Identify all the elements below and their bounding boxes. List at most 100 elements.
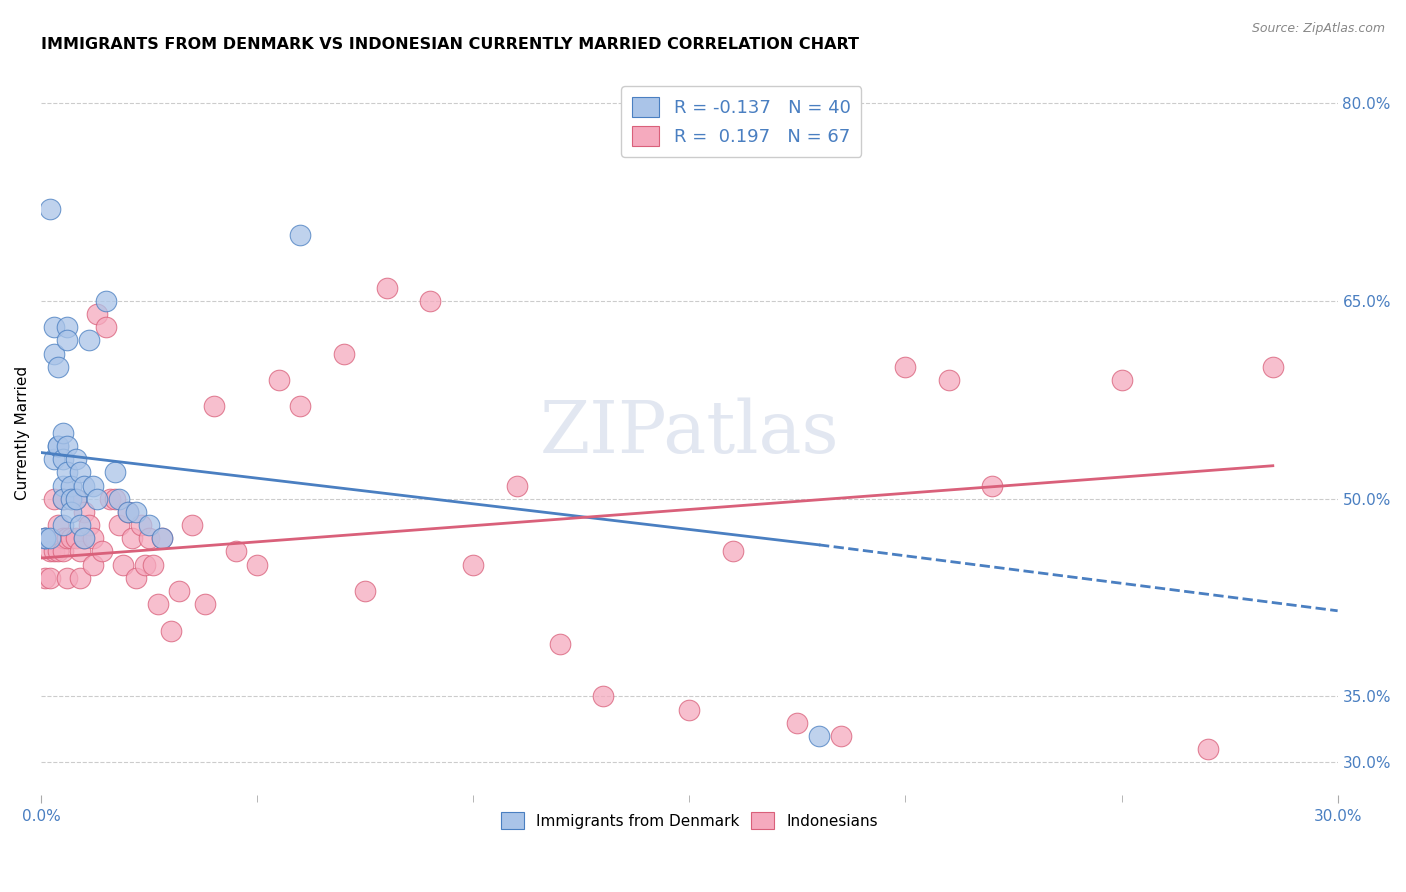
Point — [94, 320, 117, 334]
Point — [159, 624, 181, 638]
Point — [56, 334, 79, 348]
Point — [129, 518, 152, 533]
Point — [94, 293, 117, 308]
Point — [138, 531, 160, 545]
Point — [65, 491, 87, 506]
Point — [56, 571, 79, 585]
Point — [56, 466, 79, 480]
Point — [125, 571, 148, 585]
Y-axis label: Currently Married: Currently Married — [15, 366, 30, 500]
Point — [267, 373, 290, 387]
Point — [48, 518, 70, 533]
Point — [117, 505, 139, 519]
Point — [125, 505, 148, 519]
Point — [60, 478, 83, 492]
Point — [146, 597, 169, 611]
Point — [548, 637, 571, 651]
Point — [56, 531, 79, 545]
Point — [108, 491, 131, 506]
Point — [60, 531, 83, 545]
Point — [65, 491, 87, 506]
Point — [69, 518, 91, 533]
Point — [375, 281, 398, 295]
Point — [77, 518, 100, 533]
Text: ZIPatlas: ZIPatlas — [540, 398, 839, 468]
Point — [1261, 359, 1284, 374]
Point — [142, 558, 165, 572]
Point — [77, 334, 100, 348]
Point — [69, 466, 91, 480]
Point — [290, 400, 312, 414]
Point — [38, 202, 60, 216]
Point — [290, 227, 312, 242]
Point — [60, 491, 83, 506]
Point — [34, 531, 56, 545]
Point — [56, 439, 79, 453]
Point — [721, 544, 744, 558]
Point — [69, 571, 91, 585]
Point — [52, 425, 75, 440]
Point — [419, 293, 441, 308]
Point — [108, 518, 131, 533]
Point — [38, 531, 60, 545]
Point — [463, 558, 485, 572]
Point — [938, 373, 960, 387]
Point — [52, 478, 75, 492]
Point — [202, 400, 225, 414]
Point — [1197, 742, 1219, 756]
Point — [894, 359, 917, 374]
Point — [65, 531, 87, 545]
Point — [65, 452, 87, 467]
Point — [225, 544, 247, 558]
Legend: Immigrants from Denmark, Indonesians: Immigrants from Denmark, Indonesians — [495, 806, 884, 835]
Point — [98, 491, 121, 506]
Point — [117, 505, 139, 519]
Text: IMMIGRANTS FROM DENMARK VS INDONESIAN CURRENTLY MARRIED CORRELATION CHART: IMMIGRANTS FROM DENMARK VS INDONESIAN CU… — [41, 37, 859, 53]
Point — [34, 571, 56, 585]
Point — [181, 518, 204, 533]
Point — [34, 531, 56, 545]
Point — [73, 478, 96, 492]
Point — [82, 531, 104, 545]
Point — [48, 359, 70, 374]
Text: Source: ZipAtlas.com: Source: ZipAtlas.com — [1251, 22, 1385, 36]
Point — [592, 690, 614, 704]
Point — [505, 478, 527, 492]
Point — [86, 307, 108, 321]
Point — [42, 491, 65, 506]
Point — [34, 531, 56, 545]
Point — [82, 478, 104, 492]
Point — [52, 452, 75, 467]
Point — [42, 320, 65, 334]
Point — [354, 584, 377, 599]
Point — [246, 558, 269, 572]
Point — [73, 531, 96, 545]
Point — [150, 531, 173, 545]
Point — [52, 491, 75, 506]
Point — [121, 531, 143, 545]
Point — [112, 558, 135, 572]
Point — [60, 505, 83, 519]
Point — [82, 558, 104, 572]
Point — [42, 452, 65, 467]
Point — [69, 544, 91, 558]
Point — [52, 531, 75, 545]
Point — [980, 478, 1002, 492]
Point — [134, 558, 156, 572]
Point — [90, 544, 112, 558]
Point — [60, 491, 83, 506]
Point — [52, 518, 75, 533]
Point — [138, 518, 160, 533]
Point — [52, 544, 75, 558]
Point — [786, 715, 808, 730]
Point — [808, 729, 831, 743]
Point — [73, 505, 96, 519]
Point — [38, 571, 60, 585]
Point — [103, 466, 125, 480]
Point — [73, 531, 96, 545]
Point — [48, 439, 70, 453]
Point — [678, 703, 700, 717]
Point — [830, 729, 852, 743]
Point — [332, 346, 354, 360]
Point — [52, 491, 75, 506]
